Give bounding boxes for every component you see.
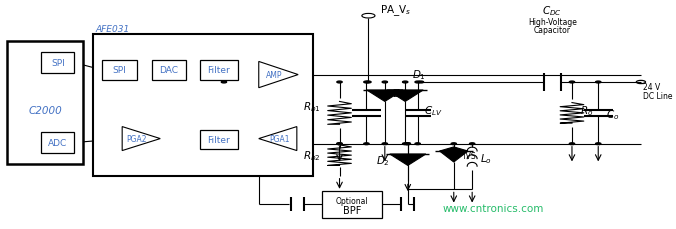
Text: $L_o$: $L_o$ xyxy=(480,152,492,166)
Circle shape xyxy=(405,143,410,145)
Text: High-Voltage: High-Voltage xyxy=(528,18,577,27)
Text: $D_2$: $D_2$ xyxy=(376,153,389,167)
Text: C2000: C2000 xyxy=(28,106,62,115)
Circle shape xyxy=(596,82,601,84)
Text: $R_{b2}$: $R_{b2}$ xyxy=(304,149,321,162)
Text: $C_{DC}$: $C_{DC}$ xyxy=(542,4,562,18)
Text: PGA2: PGA2 xyxy=(126,134,147,143)
Text: Filter: Filter xyxy=(208,66,230,75)
Circle shape xyxy=(402,82,408,84)
Circle shape xyxy=(366,82,371,84)
Bar xyxy=(93,35,312,176)
Text: DAC: DAC xyxy=(160,66,178,75)
Text: $C_o$: $C_o$ xyxy=(606,108,619,121)
Text: AFE031: AFE031 xyxy=(96,25,130,34)
Circle shape xyxy=(337,143,342,145)
Polygon shape xyxy=(387,91,423,102)
Circle shape xyxy=(382,82,387,84)
Text: Optional: Optional xyxy=(336,196,368,205)
Text: DC Line: DC Line xyxy=(643,92,673,101)
Text: SPI: SPI xyxy=(113,66,126,75)
Circle shape xyxy=(405,143,410,145)
Circle shape xyxy=(418,82,424,84)
Polygon shape xyxy=(439,151,468,162)
Bar xyxy=(199,131,238,150)
Polygon shape xyxy=(367,91,403,102)
Text: www.cntronics.com: www.cntronics.com xyxy=(443,203,544,213)
Circle shape xyxy=(364,82,369,84)
Text: $R_{b1}$: $R_{b1}$ xyxy=(304,100,321,113)
Circle shape xyxy=(451,143,456,145)
Circle shape xyxy=(221,82,226,84)
Text: Capacitor: Capacitor xyxy=(534,26,571,35)
Polygon shape xyxy=(390,154,426,166)
Circle shape xyxy=(470,143,475,145)
Circle shape xyxy=(569,143,575,145)
Bar xyxy=(7,42,82,165)
Text: $D_1$: $D_1$ xyxy=(412,68,426,82)
Text: AMP: AMP xyxy=(266,71,282,80)
Text: $C_{LV}$: $C_{LV}$ xyxy=(425,104,443,118)
Polygon shape xyxy=(439,147,468,151)
Text: ADC: ADC xyxy=(48,139,68,147)
Polygon shape xyxy=(122,127,160,151)
Polygon shape xyxy=(259,62,298,88)
Circle shape xyxy=(596,143,601,145)
Text: Z: Z xyxy=(393,89,400,99)
Bar xyxy=(41,133,74,153)
Text: SPI: SPI xyxy=(51,59,65,68)
Circle shape xyxy=(364,143,369,145)
Bar xyxy=(322,191,381,218)
Text: Filter: Filter xyxy=(208,136,230,144)
Circle shape xyxy=(402,143,408,145)
Text: $R_o$: $R_o$ xyxy=(580,104,593,118)
Circle shape xyxy=(337,82,342,84)
Bar xyxy=(41,53,74,74)
Text: PA_V$_s$: PA_V$_s$ xyxy=(380,4,412,18)
Text: BPF: BPF xyxy=(343,205,361,215)
Text: PGA1: PGA1 xyxy=(270,134,290,143)
Bar xyxy=(151,61,186,80)
Circle shape xyxy=(415,82,420,84)
Circle shape xyxy=(337,143,342,145)
Text: 24 V: 24 V xyxy=(643,83,660,92)
Bar xyxy=(199,61,238,80)
Bar xyxy=(103,61,137,80)
Circle shape xyxy=(415,143,420,145)
Circle shape xyxy=(569,82,575,84)
Text: TVS: TVS xyxy=(462,151,477,160)
Circle shape xyxy=(382,143,387,145)
Polygon shape xyxy=(259,127,297,151)
